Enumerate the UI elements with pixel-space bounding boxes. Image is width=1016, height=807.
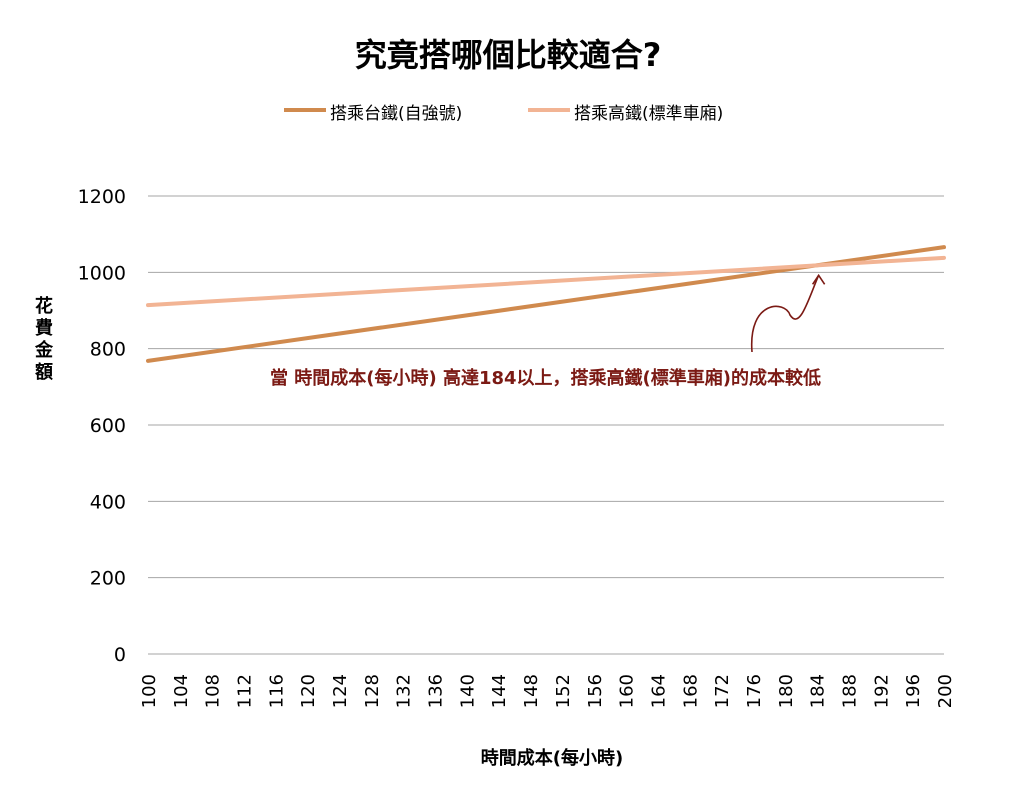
x-tick-label: 156 bbox=[585, 674, 606, 708]
x-tick-label: 168 bbox=[680, 674, 701, 708]
x-tick-label: 116 bbox=[266, 674, 287, 708]
x-tick-label: 112 bbox=[235, 674, 256, 708]
x-tick-label: 184 bbox=[808, 674, 829, 708]
legend-label-series-0: 搭乘台鐵(自強號) bbox=[330, 104, 462, 124]
x-tick-label: 140 bbox=[457, 674, 478, 708]
x-axis-ticks: 100 104 108 112 116 120 124 128 132 136 140 144 148 1… bbox=[139, 674, 956, 708]
y-tick-label: 600 bbox=[90, 415, 126, 437]
x-tick-label: 136 bbox=[426, 674, 447, 708]
x-tick-label: 164 bbox=[648, 674, 669, 708]
y-axis-ticks: 0 200 400 600 800 1000 1200 bbox=[78, 186, 126, 666]
grid bbox=[148, 195, 944, 655]
x-tick-label: 128 bbox=[362, 674, 383, 708]
x-tick-label: 188 bbox=[839, 674, 860, 708]
series-lines bbox=[146, 245, 946, 363]
x-tick-label: 180 bbox=[776, 674, 797, 708]
legend: 搭乘台鐵(自強號) 搭乘高鐵(標準車廂) bbox=[284, 104, 723, 124]
y-tick-label: 800 bbox=[90, 339, 126, 361]
y-axis-title: 花費金額 bbox=[34, 295, 54, 383]
series-line-1 bbox=[146, 255, 946, 308]
annotation-text: 當 時間成本(每小時) 高達184以上，搭乘高鐵(標準車廂)的成本較低 bbox=[270, 367, 821, 389]
x-tick-label: 132 bbox=[394, 674, 415, 708]
annotation-arrow bbox=[751, 275, 820, 353]
x-tick-label: 176 bbox=[744, 674, 765, 708]
x-tick-label: 192 bbox=[871, 674, 892, 708]
y-tick-label: 200 bbox=[90, 568, 126, 590]
y-tick-label: 1000 bbox=[78, 262, 126, 284]
x-tick-label: 172 bbox=[712, 674, 733, 708]
annotation: 當 時間成本(每小時) 高達184以上，搭乘高鐵(標準車廂)的成本較低 bbox=[270, 273, 826, 389]
x-tick-label: 148 bbox=[521, 674, 542, 708]
y-tick-label: 0 bbox=[114, 644, 126, 666]
y-tick-label: 400 bbox=[90, 491, 126, 513]
x-tick-label: 144 bbox=[489, 674, 510, 708]
x-tick-label: 160 bbox=[617, 674, 638, 708]
x-tick-label: 152 bbox=[553, 674, 574, 708]
x-tick-label: 100 bbox=[139, 674, 160, 708]
x-tick-label: 108 bbox=[203, 674, 224, 708]
x-tick-label: 124 bbox=[330, 674, 351, 708]
x-tick-label: 120 bbox=[298, 674, 319, 708]
legend-label-series-1: 搭乘高鐵(標準車廂) bbox=[574, 104, 723, 124]
chart-title: 究竟搭哪個比較適合? bbox=[355, 36, 662, 74]
annotation-arrowhead bbox=[811, 273, 826, 285]
y-tick-label: 1200 bbox=[78, 186, 126, 208]
x-tick-label: 196 bbox=[903, 674, 924, 708]
x-axis-title: 時間成本(每小時) bbox=[481, 747, 623, 769]
x-tick-label: 104 bbox=[171, 674, 192, 708]
x-tick-label: 200 bbox=[935, 674, 956, 708]
